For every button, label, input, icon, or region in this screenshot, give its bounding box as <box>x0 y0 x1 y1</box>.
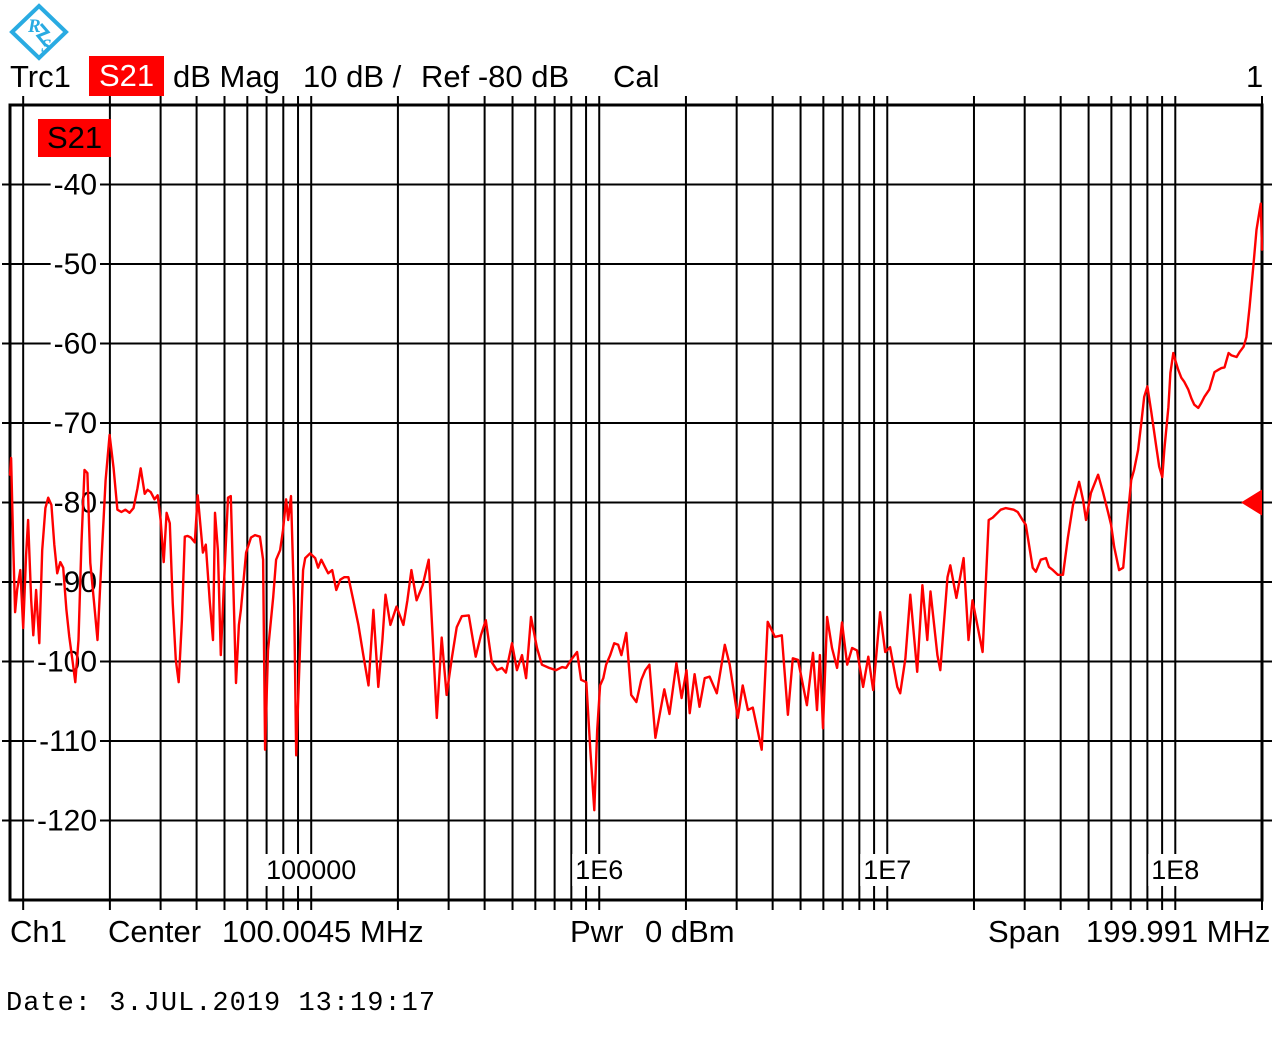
y-axis-tick-label: -40 <box>54 169 97 202</box>
y-axis-tick-label: -70 <box>54 407 97 440</box>
axis-labels: -40 -50 -60 -70 -80 -90 -100 -110 -120 100000 1E6 1… <box>33 167 1203 886</box>
trace-format[interactable]: dB Mag <box>173 59 280 94</box>
center-value[interactable]: 100.0045 MHz <box>222 914 424 949</box>
x-axis-tick-label: 1E6 <box>575 855 623 885</box>
span-label[interactable]: Span <box>988 914 1061 949</box>
cal-status[interactable]: Cal <box>613 59 660 94</box>
logo-letter-s: S <box>41 36 52 57</box>
window-number: 1 <box>1246 59 1264 94</box>
trace-reference[interactable]: Ref -80 dB <box>421 59 570 94</box>
date-line: Date: 3.JUL.2019 13:19:17 <box>6 989 437 1019</box>
channel-label[interactable]: Ch1 <box>10 914 67 949</box>
span-value[interactable]: 199.991 MHz <box>1086 914 1271 949</box>
y-axis-tick-label: -60 <box>54 328 97 361</box>
logo-diamond <box>9 3 69 61</box>
plot-grid <box>2 96 1272 910</box>
trace-name[interactable]: Trc1 <box>10 59 71 94</box>
meas-parameter-badge[interactable]: S21 <box>89 56 165 96</box>
logo-flash <box>35 23 51 47</box>
y-axis-tick-label: -100 <box>37 646 97 679</box>
rohde-schwarz-logo: R S <box>9 3 69 61</box>
x-axis-tick-label: 1E8 <box>1151 855 1199 885</box>
y-axis-tick-label: -80 <box>54 487 97 520</box>
y-axis-tick-label: -110 <box>39 725 97 758</box>
y-axis-tick-label: -120 <box>37 805 97 838</box>
reference-level-marker[interactable] <box>1241 489 1262 516</box>
power-value[interactable]: 0 dBm <box>645 914 735 949</box>
x-axis-tick-label: 1E7 <box>863 855 911 885</box>
trace-scale[interactable]: 10 dB / <box>303 59 402 94</box>
trace-badge[interactable]: S21 <box>38 119 112 157</box>
x-axis-tick-label: 100000 <box>266 855 356 885</box>
y-axis-tick-label: -50 <box>54 248 97 281</box>
center-label[interactable]: Center <box>108 914 202 949</box>
y-axis-tick-label: -90 <box>54 566 97 599</box>
power-label[interactable]: Pwr <box>570 914 624 949</box>
logo-letter-r: R <box>27 16 41 37</box>
s21-trace <box>8 202 1264 812</box>
